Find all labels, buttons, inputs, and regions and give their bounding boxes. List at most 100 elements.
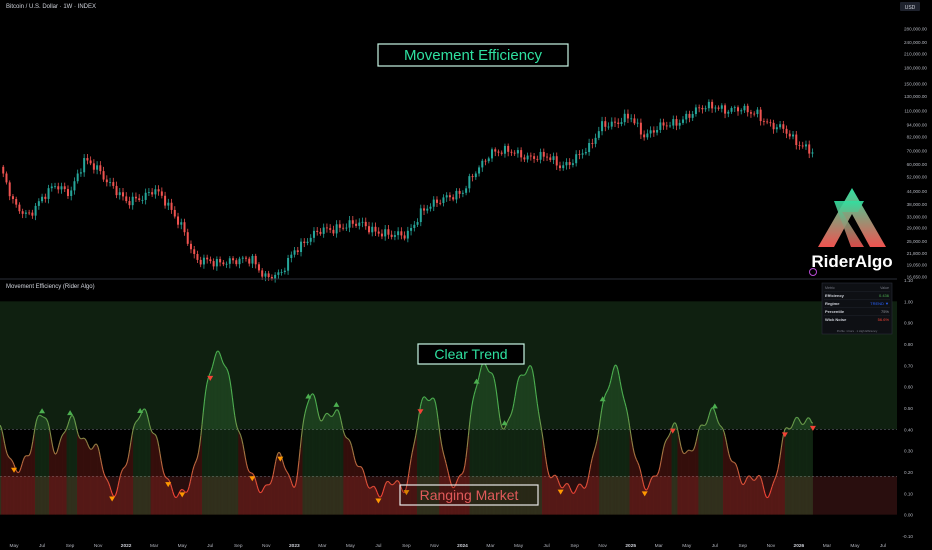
efficiency-fill [406, 480, 408, 515]
candle-body [694, 107, 697, 115]
candle-body [591, 142, 594, 144]
efficiency-line [626, 411, 629, 419]
candle-body [604, 121, 607, 127]
efficiency-fill [704, 424, 706, 515]
candle-body [733, 107, 736, 109]
candle-body [332, 229, 335, 234]
efficiency-line [279, 453, 282, 457]
candle-body [516, 150, 519, 154]
efficiency-fill [289, 476, 291, 515]
currency-badge[interactable] [900, 2, 920, 11]
candle-body [471, 176, 474, 178]
efficiency-line [122, 467, 125, 470]
efficiency-line [380, 494, 383, 498]
efficiency-fill [246, 463, 248, 515]
efficiency-fill [512, 403, 514, 515]
candle-body [701, 107, 704, 110]
candle-body [254, 255, 257, 265]
signal-up-marker [501, 420, 508, 426]
table-metric-value: 75% [881, 309, 889, 314]
efficiency-line [419, 401, 423, 407]
efficiency-line [19, 467, 22, 472]
efficiency-fill [708, 411, 711, 515]
efficiency-fill [520, 374, 523, 515]
efficiency-line [312, 393, 315, 396]
signal-down-marker [207, 375, 214, 381]
efficiency-line [13, 464, 16, 468]
candle-body [801, 145, 804, 147]
efficiency-fill [647, 487, 649, 515]
efficiency-line [572, 492, 574, 494]
efficiency-line [433, 399, 437, 404]
efficiency-fill [808, 417, 810, 515]
efficiency-line [332, 413, 335, 416]
efficiency-fill [302, 419, 304, 515]
efficiency-fill [627, 412, 629, 515]
efficiency-fill [31, 441, 33, 515]
efficiency-fill [487, 368, 489, 515]
efficiency-line [592, 449, 596, 455]
efficiency-line [570, 490, 573, 494]
price-axis[interactable]: 280,000.00240,000.00210,000.00180,000.00… [904, 26, 927, 279]
efficiency-fill [605, 392, 607, 515]
efficiency-line [83, 437, 86, 440]
efficiency-fill [301, 427, 303, 515]
efficiency-line [319, 419, 322, 422]
efficiency-line [238, 432, 242, 436]
efficiency-fill [631, 440, 634, 515]
price-tick-label: 29,000.00 [907, 226, 928, 231]
efficiency-line [803, 422, 806, 425]
efficiency-fill [385, 481, 387, 515]
efficiency-line [632, 447, 635, 454]
time-tick-label: Nov [262, 543, 271, 549]
efficiency-fill [351, 445, 353, 515]
efficiency-line [641, 479, 645, 485]
candle-body [643, 134, 646, 138]
efficiency-fill [190, 475, 192, 515]
efficiency-fill [24, 455, 26, 515]
candle-body [620, 122, 623, 124]
efficiency-fill [444, 459, 447, 515]
efficiency-line [50, 439, 54, 447]
efficiency-line [328, 414, 331, 417]
candle-body [377, 231, 380, 234]
table-header-metric: Metric [825, 286, 835, 290]
time-tick-label: 2025 [625, 543, 636, 549]
candle-body [131, 196, 134, 206]
efficiency-fill [664, 440, 666, 515]
efficiency-fill [511, 408, 513, 515]
efficiency-line [205, 384, 208, 393]
efficiency-fill [167, 478, 169, 515]
object-tree-icon[interactable] [809, 268, 817, 276]
efficiency-line [15, 470, 18, 473]
efficiency-line [299, 437, 302, 449]
efficiency-line [153, 433, 156, 436]
efficiency-line [493, 378, 496, 384]
efficiency-line [437, 418, 440, 428]
efficiency-fill [143, 408, 145, 515]
efficiency-fill [558, 480, 560, 515]
candle-body [160, 191, 163, 196]
efficiency-fill [232, 397, 234, 515]
efficiency-line [506, 420, 509, 424]
efficiency-line [765, 496, 768, 499]
time-axis[interactable]: May Jul Sep Nov 2022 Mar May Jul Sep Nov 2023 Mar Ma… [9, 543, 886, 549]
efficiency-fill [718, 422, 720, 515]
efficiency-line [1, 431, 5, 438]
time-tick-label: Sep [739, 543, 748, 549]
efficiency-fill [501, 424, 503, 515]
efficiency-fill [344, 434, 346, 515]
efficiency-fill [129, 442, 131, 515]
price-pane[interactable] [2, 99, 814, 283]
efficiency-fill [265, 484, 267, 515]
efficiency-line [158, 446, 161, 454]
efficiency-fill [63, 432, 65, 515]
indicator-pane[interactable] [0, 350, 816, 515]
time-tick-label: May [514, 543, 524, 549]
indicator-axis[interactable]: 1.101.000.900.800.700.600.500.400.300.20… [903, 278, 914, 539]
efficiency-line [639, 468, 642, 475]
candle-body [60, 186, 63, 190]
efficiency-line [600, 404, 604, 411]
efficiency-fill [738, 470, 740, 515]
